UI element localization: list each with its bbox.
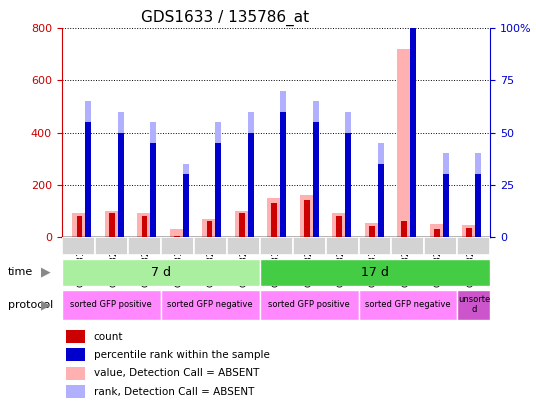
Bar <box>332 213 350 237</box>
Bar <box>312 101 318 237</box>
Bar <box>215 143 221 237</box>
Bar <box>345 133 351 237</box>
Text: sorted GFP negative: sorted GFP negative <box>365 300 451 309</box>
Bar <box>443 153 449 237</box>
Bar <box>462 225 480 237</box>
Text: sorted GFP negative: sorted GFP negative <box>167 300 253 309</box>
Bar <box>457 237 490 255</box>
Bar <box>364 223 382 237</box>
Bar <box>66 330 85 343</box>
Bar <box>248 112 254 237</box>
Bar <box>95 237 128 255</box>
Bar <box>137 213 155 237</box>
Bar <box>378 164 384 237</box>
Bar <box>259 259 490 286</box>
Bar <box>183 164 189 237</box>
Bar <box>161 237 193 255</box>
Bar <box>118 133 124 237</box>
Bar <box>77 216 83 237</box>
Bar <box>434 229 440 237</box>
Bar <box>429 224 448 237</box>
Bar <box>239 213 245 237</box>
Text: protocol: protocol <box>8 300 53 309</box>
Bar <box>312 122 318 237</box>
Bar <box>174 236 180 237</box>
Bar <box>300 195 317 237</box>
Bar <box>359 290 457 320</box>
Bar <box>466 228 472 237</box>
Bar <box>62 237 95 255</box>
Bar <box>475 153 481 237</box>
Text: value, Detection Call = ABSENT: value, Detection Call = ABSENT <box>94 369 259 378</box>
Bar <box>202 219 220 237</box>
Bar <box>267 198 285 237</box>
Bar <box>391 237 425 255</box>
Bar <box>227 237 259 255</box>
Text: GDS1633 / 135786_at: GDS1633 / 135786_at <box>141 10 309 26</box>
Bar <box>62 259 259 286</box>
Bar <box>150 143 156 237</box>
Text: 17 d: 17 d <box>361 266 389 279</box>
Text: 7 d: 7 d <box>151 266 170 279</box>
Bar <box>337 216 343 237</box>
Bar <box>66 385 85 398</box>
Bar <box>215 122 221 237</box>
Text: time: time <box>8 267 33 277</box>
Bar <box>118 112 124 237</box>
Bar <box>304 200 310 237</box>
Bar <box>325 237 359 255</box>
Bar <box>235 211 252 237</box>
Bar <box>259 290 359 320</box>
Bar <box>410 0 416 237</box>
Bar <box>206 221 212 237</box>
Bar <box>410 0 416 237</box>
Bar <box>105 211 123 237</box>
Bar <box>66 367 85 379</box>
Bar <box>280 112 286 237</box>
Text: ▶: ▶ <box>41 298 50 311</box>
Bar <box>359 237 391 255</box>
Bar <box>193 237 227 255</box>
Bar <box>128 237 161 255</box>
Bar <box>170 229 188 237</box>
Bar <box>369 226 375 237</box>
Text: sorted GFP positive: sorted GFP positive <box>268 300 350 309</box>
Bar <box>457 290 490 320</box>
Bar <box>85 101 91 237</box>
Bar <box>397 49 415 237</box>
Bar <box>72 213 90 237</box>
Bar <box>248 133 254 237</box>
Bar <box>142 216 147 237</box>
Bar <box>183 175 189 237</box>
Text: sorted GFP positive: sorted GFP positive <box>70 300 152 309</box>
Text: ▶: ▶ <box>41 266 50 279</box>
Text: count: count <box>94 332 123 341</box>
Bar <box>259 237 293 255</box>
Bar <box>109 213 115 237</box>
Text: percentile rank within the sample: percentile rank within the sample <box>94 350 270 360</box>
Bar <box>401 221 407 237</box>
Bar <box>85 122 91 237</box>
Bar <box>443 175 449 237</box>
Bar <box>280 91 286 237</box>
Bar <box>272 203 277 237</box>
Bar <box>66 348 85 361</box>
Bar <box>161 290 259 320</box>
Text: unsorte
d: unsorte d <box>458 295 490 314</box>
Bar <box>293 237 325 255</box>
Bar <box>378 143 384 237</box>
Bar <box>425 237 457 255</box>
Bar <box>345 112 351 237</box>
Text: rank, Detection Call = ABSENT: rank, Detection Call = ABSENT <box>94 387 254 397</box>
Bar <box>62 290 161 320</box>
Bar <box>475 175 481 237</box>
Bar <box>150 122 156 237</box>
